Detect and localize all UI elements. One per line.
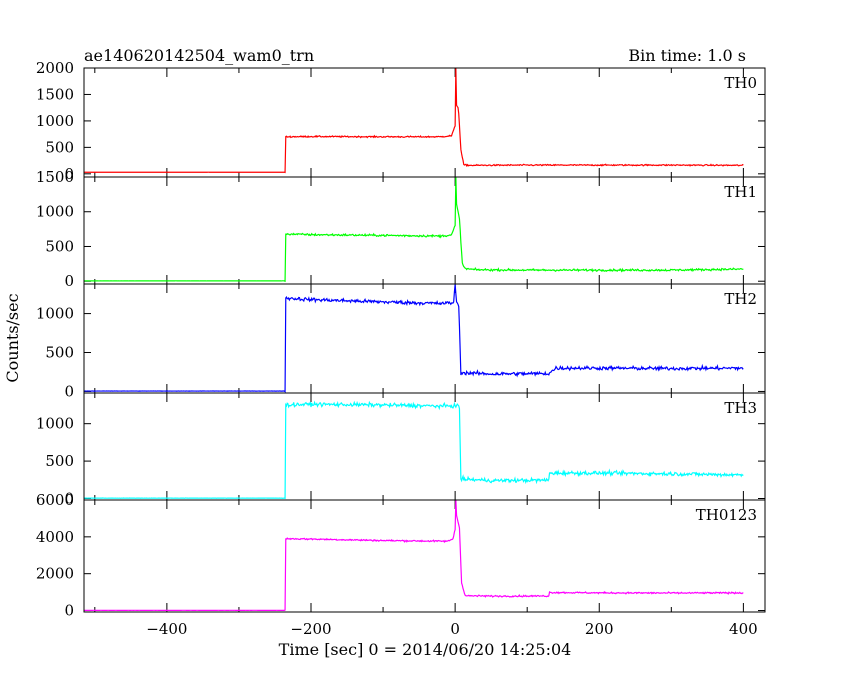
x-axis-label: Time [sec] 0 = 2014/06/20 14:25:04 <box>279 640 572 659</box>
y-axis-label: Counts/sec <box>3 293 22 382</box>
panel-frame-top <box>83 176 766 285</box>
panel-frame <box>83 392 766 501</box>
panel-th0: 0 500 1000 1500 2000 TH0 <box>36 59 766 183</box>
x-tick-label: 400 <box>729 620 758 638</box>
y-tick-label: 1000 <box>36 415 74 433</box>
x-tick-label: 0 <box>450 620 460 638</box>
panel-th1: 0 500 1000 1500 TH1 <box>36 168 766 290</box>
panel-frame-top <box>83 392 766 501</box>
panel-frame-top <box>83 67 766 178</box>
y-tick-label: 1500 <box>36 168 74 186</box>
y-tick-label: 1000 <box>36 203 74 221</box>
y-tick-label: 0 <box>64 602 74 620</box>
y-tick-label: 0 <box>64 272 74 290</box>
y-tick-label: 1000 <box>36 305 74 323</box>
panel-th0123: 0 2000 4000 6000 TH0123 <box>36 491 766 620</box>
x-tick-label: 200 <box>585 620 614 638</box>
series-line-th3 <box>83 400 744 500</box>
y-tick-label: 500 <box>45 138 74 156</box>
panels: 0500100015002000TH0050010001500TH1050010… <box>36 59 766 638</box>
chart-title: ae140620142504_wam0_trn <box>84 46 314 65</box>
panel-label: TH0 <box>724 74 757 92</box>
y-tick-label: 2000 <box>36 59 74 77</box>
y-tick-label: 4000 <box>36 528 74 546</box>
y-tick-label: 1500 <box>36 85 74 103</box>
x-tick-label: −400 <box>146 620 187 638</box>
y-tick-label: 500 <box>45 237 74 255</box>
panel-label: TH1 <box>724 183 757 201</box>
y-tick-label: 6000 <box>36 491 74 509</box>
series-line-th0 <box>83 68 744 174</box>
y-tick-label: 0 <box>64 382 74 400</box>
series-line-th2 <box>83 284 744 393</box>
panel-frame <box>83 499 766 613</box>
y-tick-label: 1000 <box>36 112 74 130</box>
y-tick-label: 500 <box>45 452 74 470</box>
y-tick-label: 0 <box>64 490 74 508</box>
panel-frame <box>83 283 766 394</box>
y-tick-label: 500 <box>45 344 74 362</box>
series-line-th1 <box>83 176 744 283</box>
panel-label: TH0123 <box>696 506 757 524</box>
panel-frame-top <box>83 499 766 613</box>
x-tick-label: −200 <box>290 620 331 638</box>
panel-th2: 0 500 1000 TH2 <box>36 283 766 400</box>
series-line-th0123 <box>84 499 744 611</box>
y-tick-label: 2000 <box>36 565 74 583</box>
y-tick-label: 0 <box>64 165 74 183</box>
panel-label: TH3 <box>724 399 757 417</box>
panel-frame <box>83 176 766 285</box>
bin-time-label: Bin time: 1.0 s <box>628 46 746 65</box>
panel-label: TH2 <box>724 290 757 308</box>
panel-frame <box>83 67 766 178</box>
panel-th3: 0 500 1000 TH3 <box>36 392 766 508</box>
panel-frame-top <box>83 283 766 394</box>
